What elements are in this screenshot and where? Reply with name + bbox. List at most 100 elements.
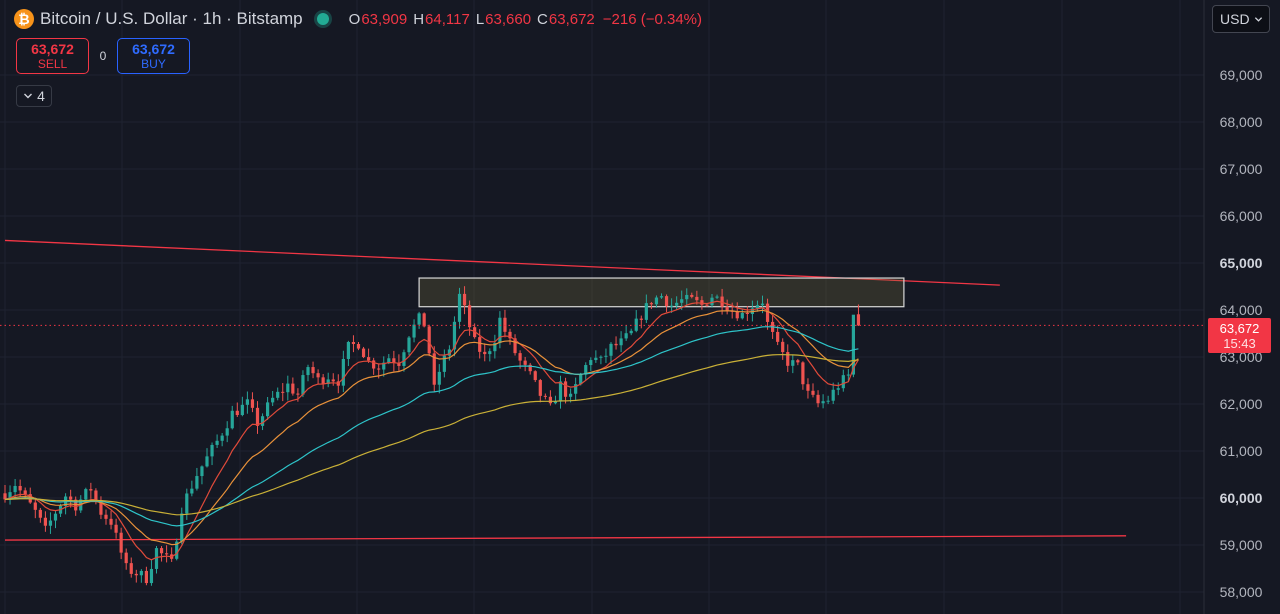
candle-body xyxy=(644,303,648,320)
candle-body xyxy=(614,343,618,346)
candle-body xyxy=(856,314,861,326)
candle-body xyxy=(705,304,709,306)
candle-body xyxy=(306,367,310,376)
candle-body xyxy=(301,375,305,395)
candle-body xyxy=(427,326,431,354)
candle-body xyxy=(225,428,229,436)
market-status-icon[interactable] xyxy=(316,13,329,25)
candle-body xyxy=(159,548,164,554)
candle-body xyxy=(836,388,840,390)
candle-body xyxy=(574,384,578,394)
candle-body xyxy=(821,401,825,404)
candle-body xyxy=(786,352,790,366)
candle-body xyxy=(149,568,154,584)
candle-body xyxy=(48,520,53,526)
currency-select[interactable]: USD xyxy=(1212,5,1270,33)
candle-body xyxy=(468,305,472,328)
candle-body xyxy=(569,393,573,397)
candle-body xyxy=(245,399,249,405)
symbol-title[interactable]: Bitcoin / U.S. Dollar · 1h · Bitstamp xyxy=(40,9,303,28)
bitcoin-icon[interactable]: ₿ xyxy=(14,9,34,29)
candle-body xyxy=(392,358,396,363)
trade-buttons: 63,672 SELL 0 63,672 BUY xyxy=(16,38,190,74)
candle-body xyxy=(154,548,159,569)
candle-body xyxy=(351,341,356,345)
price-axis-label: 66,000 xyxy=(1219,208,1263,224)
candle-body xyxy=(99,500,103,515)
candle-body xyxy=(594,357,598,361)
resistance-zone[interactable] xyxy=(418,277,905,308)
candle-body xyxy=(725,306,729,311)
candle-body xyxy=(195,476,199,489)
candle-body xyxy=(478,337,482,352)
candle-body xyxy=(250,399,255,408)
candle-body xyxy=(38,509,42,518)
chevron-down-icon xyxy=(1254,16,1263,22)
candle-body xyxy=(361,348,366,358)
candle-body xyxy=(846,374,850,376)
candle-body xyxy=(104,514,108,519)
candle-body xyxy=(710,297,714,306)
candle-body xyxy=(134,573,138,576)
candle-body xyxy=(670,305,674,307)
candle-body xyxy=(124,552,128,564)
candle-body xyxy=(432,353,436,385)
candle-body xyxy=(407,337,411,353)
candle-body xyxy=(18,485,22,491)
candle-body xyxy=(119,532,123,553)
candle-body xyxy=(518,353,522,361)
candle-body xyxy=(796,360,800,363)
indicators-count: 4 xyxy=(37,88,45,104)
spread-value: 0 xyxy=(99,49,107,63)
buy-price: 63,672 xyxy=(132,41,175,57)
price-axis-label: 62,000 xyxy=(1219,396,1263,412)
candle-body xyxy=(23,490,27,495)
candle-body xyxy=(680,299,684,303)
candle-body xyxy=(584,365,588,375)
price-axis-label: 65,000 xyxy=(1219,255,1263,271)
candle-body xyxy=(528,364,532,372)
close-value: 63,672 xyxy=(548,10,595,28)
price-axis-label: 67,000 xyxy=(1219,161,1263,177)
open-key: O xyxy=(348,10,361,28)
candle-body xyxy=(235,410,239,416)
candle-body xyxy=(659,296,664,298)
candle-body xyxy=(462,293,467,306)
change-value: −216 (−0.34%) xyxy=(602,10,703,28)
candle-body xyxy=(533,371,537,381)
sell-label: SELL xyxy=(37,57,68,71)
candle-body xyxy=(634,318,638,331)
candle-body xyxy=(690,294,694,297)
buy-button[interactable]: 63,672 BUY xyxy=(117,38,190,74)
candle-body xyxy=(604,355,608,357)
candle-body xyxy=(422,313,426,327)
indicators-toggle-button[interactable]: 4 xyxy=(16,85,52,107)
candle-body xyxy=(599,356,603,358)
symbol-legend: ₿ Bitcoin / U.S. Dollar · 1h · Bitstamp … xyxy=(14,8,702,30)
candle-body xyxy=(230,410,234,429)
candle-body xyxy=(816,394,820,404)
candle-body xyxy=(523,360,527,365)
low-value: 63,660 xyxy=(485,10,532,28)
candle-body xyxy=(321,377,325,384)
candle-body xyxy=(735,311,739,319)
candle-body xyxy=(715,296,719,298)
candle-body xyxy=(346,341,350,359)
candle-body xyxy=(286,383,290,393)
candle-body xyxy=(210,444,214,457)
candle-body xyxy=(260,416,265,426)
candle-body xyxy=(412,324,416,338)
candle-body xyxy=(508,331,512,339)
moving-average-line xyxy=(4,326,859,527)
candle-body xyxy=(3,493,7,500)
candle-body xyxy=(266,402,270,417)
candle-body xyxy=(629,330,633,334)
candle-body xyxy=(493,343,497,352)
candle-body xyxy=(377,368,381,370)
price-axis-label: 58,000 xyxy=(1219,584,1263,600)
candle-body xyxy=(548,396,552,404)
price-axis-label: 69,000 xyxy=(1219,67,1263,83)
sell-button[interactable]: 63,672 SELL xyxy=(16,38,89,74)
candle-body xyxy=(109,518,113,525)
